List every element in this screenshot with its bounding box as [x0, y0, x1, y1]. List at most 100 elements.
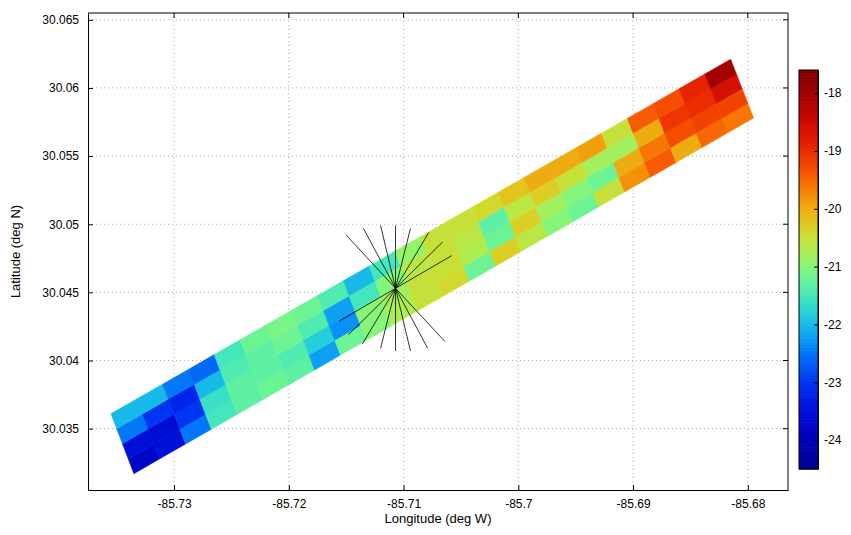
x-tick-label: -85.68 [731, 497, 765, 511]
y-axis: 30.035 30.04 30.045 30.05 30.055 30.06 30.065 [42, 13, 93, 490]
grid-line-y [88, 360, 788, 361]
y-tick: 30.05 [49, 218, 93, 232]
y-axis-title: Latitude (deg N) [8, 205, 23, 298]
colorbar-tick-mark [814, 324, 818, 325]
x-tick-mark [404, 485, 405, 490]
x-tick-label: -85.71 [387, 497, 421, 511]
y-tick-mark-right [783, 428, 788, 429]
depth-cell [627, 104, 659, 133]
colorbar-tick-label: -24 [824, 433, 842, 447]
colorbar-tick: -20 [814, 202, 842, 216]
depth-cell [266, 310, 298, 340]
x-tick-label: -85.72 [272, 497, 306, 511]
colorbar-axis: -24 -23 -22 -21 -20 -19 -18 [814, 71, 842, 470]
y-tick-label: 30.06 [49, 81, 79, 95]
depth-cell [163, 369, 195, 399]
y-tick-mark-right [783, 360, 788, 361]
y-axis-line [88, 14, 89, 491]
x-tick-mark [633, 485, 634, 490]
x-tick: -85.69 [617, 485, 651, 511]
y-tick-mark [88, 20, 93, 21]
x-axis-line [89, 490, 789, 491]
frame-right [788, 13, 789, 490]
y-tick: 30.055 [42, 149, 93, 163]
colorbar-tick-label: -21 [824, 260, 842, 274]
colorbar-tick-label: -23 [824, 376, 842, 390]
colorbar-tick: -23 [814, 376, 842, 390]
x-tick: -85.7 [505, 485, 533, 511]
colorbar-tick: -19 [814, 144, 842, 158]
depth-cell [550, 148, 582, 178]
colorbar-tick-mark [814, 151, 818, 152]
y-tick-mark-right [783, 224, 788, 225]
x-tick-mark [289, 485, 290, 490]
grid-line-x [747, 13, 748, 490]
colorbar [799, 70, 818, 470]
y-tick-mark [88, 156, 93, 157]
depth-cell [524, 163, 556, 193]
grid-line-x [288, 13, 289, 490]
y-tick-mark-right [783, 87, 788, 88]
colorbar-swatch [799, 70, 818, 74]
x-tick-mark [174, 485, 175, 490]
x-tick-mark-top [174, 13, 175, 18]
grid-line-x [633, 13, 634, 490]
x-tick-mark-top [518, 13, 519, 18]
colorbar-tick-label: -22 [824, 318, 842, 332]
y-tick-label: 30.065 [42, 13, 79, 27]
depth-cell [240, 325, 272, 355]
chart: -85.73 -85.72 -85.71 -85.7 -85.69 -85.68 30.03… [0, 0, 851, 535]
colorbar-tick-label: -18 [824, 86, 842, 100]
y-tick-mark-right [783, 19, 788, 20]
depth-cell [395, 237, 427, 267]
depth-cell [111, 399, 143, 429]
depth-cell [705, 59, 737, 88]
depth-cell [472, 192, 504, 222]
y-tick-mark [88, 361, 93, 362]
swath [111, 59, 754, 473]
x-tick-mark-top [633, 13, 634, 18]
colorbar-tick-mark [814, 209, 818, 210]
depth-cell [653, 89, 685, 118]
beam-lines [339, 226, 451, 351]
x-tick-label: -85.7 [505, 497, 533, 511]
depth-cell [602, 118, 634, 147]
y-tick-mark [88, 224, 93, 225]
x-tick: -85.73 [158, 485, 192, 511]
colorbar-tick: -24 [814, 433, 842, 447]
frame-top [88, 13, 788, 14]
colorbar-tick-label: -20 [824, 202, 842, 216]
y-tick-mark [88, 292, 93, 293]
x-tick-mark [518, 485, 519, 490]
colorbar-tick: -18 [814, 86, 842, 100]
y-tick-label: 30.045 [42, 286, 79, 300]
colorbar-frame [799, 70, 818, 469]
depth-cell [214, 340, 246, 370]
y-tick-mark-right [783, 292, 788, 293]
x-tick: -85.71 [387, 485, 421, 511]
depth-cell [421, 222, 453, 252]
x-tick-mark-top [747, 13, 748, 18]
depth-cell [679, 74, 711, 103]
y-tick-mark [88, 429, 93, 430]
grid [88, 13, 788, 490]
y-tick: 30.065 [42, 13, 93, 27]
y-tick: 30.035 [42, 422, 93, 436]
y-tick-label: 30.035 [42, 422, 79, 436]
depth-cell [292, 296, 324, 326]
colorbar-axis-line [818, 71, 819, 470]
colorbar-tick-mark [814, 93, 818, 94]
y-tick-mark-right [783, 156, 788, 157]
colorbar-tick: -22 [814, 318, 842, 332]
depth-cell [137, 384, 169, 414]
colorbar-tick: -21 [814, 260, 842, 274]
beam-line [339, 256, 451, 321]
colorbar-tick-mark [814, 382, 818, 383]
x-axis-title: Longitude (deg W) [385, 511, 492, 526]
grid-line-y [88, 19, 788, 20]
colorbar-tick-mark [814, 267, 818, 268]
y-tick-mark [88, 88, 93, 89]
x-tick-label: -85.73 [158, 497, 192, 511]
x-tick-label: -85.69 [617, 497, 651, 511]
y-tick: 30.04 [49, 354, 93, 368]
